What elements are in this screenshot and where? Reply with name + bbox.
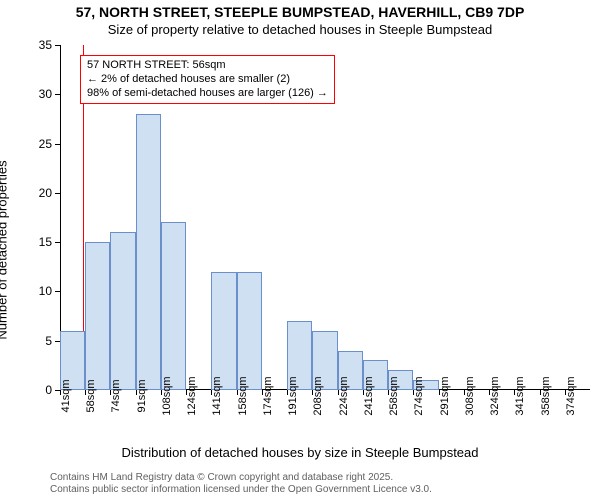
ytick-mark [55,45,60,46]
annotation-line: 98% of semi-detached houses are larger (… [87,87,328,101]
xtick-label: 91sqm [136,379,148,412]
xtick-label: 141sqm [211,376,223,415]
xtick-label: 174sqm [262,376,274,415]
histogram-bar [211,272,236,390]
ytick-label: 15 [39,235,52,249]
xtick-label: 158sqm [237,376,249,415]
ytick-mark [55,94,60,95]
xtick-label: 124sqm [186,376,198,415]
histogram-bar [161,222,186,390]
annotation-box: 57 NORTH STREET: 56sqm ← 2% of detached … [80,55,335,104]
xtick-label: 324sqm [489,376,501,415]
ytick-label: 5 [45,334,52,348]
xtick-label: 274sqm [413,376,425,415]
xtick-label: 291sqm [439,376,451,415]
ytick-label: 20 [39,186,52,200]
annotation-line: 57 NORTH STREET: 56sqm [87,59,328,73]
plot-area: 57 NORTH STREET: 56sqm ← 2% of detached … [60,45,590,390]
xtick-label: 241sqm [363,376,375,415]
xtick-label: 208sqm [312,376,324,415]
ytick-label: 30 [39,87,52,101]
xtick-label: 108sqm [161,376,173,415]
attribution-line: Contains public sector information licen… [50,484,432,496]
xtick-label: 258sqm [388,376,400,415]
ytick-mark [55,242,60,243]
attribution-line: Contains HM Land Registry data © Crown c… [50,472,432,484]
ytick-mark [55,291,60,292]
xtick-label: 191sqm [287,376,299,415]
ytick-label: 0 [45,383,52,397]
ytick-mark [55,193,60,194]
xtick-label: 358sqm [540,376,552,415]
xtick-label: 308sqm [464,376,476,415]
xtick-label: 74sqm [110,379,122,412]
chart-container: 57, NORTH STREET, STEEPLE BUMPSTEAD, HAV… [0,0,600,500]
xtick-label: 374sqm [565,376,577,415]
ytick-label: 10 [39,284,52,298]
xtick-label: 58sqm [85,379,97,412]
ytick-mark [55,144,60,145]
ytick-label: 25 [39,137,52,151]
xtick-label: 41sqm [60,379,72,412]
chart-title-main: 57, NORTH STREET, STEEPLE BUMPSTEAD, HAV… [0,4,600,20]
x-axis-label: Distribution of detached houses by size … [0,445,600,460]
histogram-bar [237,272,262,390]
histogram-bar [110,232,135,390]
ytick-label: 35 [39,38,52,52]
y-axis-label: Number of detached properties [0,160,10,339]
chart-title-sub: Size of property relative to detached ho… [0,22,600,37]
attribution: Contains HM Land Registry data © Crown c… [50,472,432,496]
xtick-label: 341sqm [514,376,526,415]
xtick-label: 224sqm [338,376,350,415]
histogram-bar [136,114,161,390]
histogram-bar [85,242,110,390]
annotation-line: ← 2% of detached houses are smaller (2) [87,73,328,87]
